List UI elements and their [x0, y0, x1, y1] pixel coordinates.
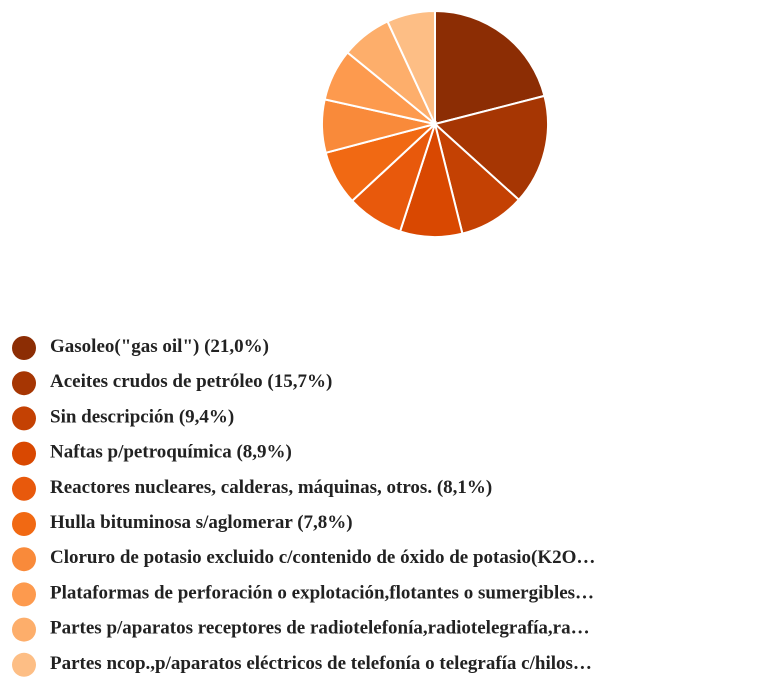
legend-swatch	[12, 441, 36, 466]
legend-value: (7,8%)	[297, 512, 352, 533]
pie-slice	[432, 94, 549, 202]
legend-name: Plataformas de perforación o explotación…	[50, 583, 594, 604]
legend-swatch	[12, 617, 36, 642]
legend-label: Reactores nucleares, calderas, máquinas,…	[50, 477, 492, 498]
legend-swatch	[12, 476, 36, 501]
legend-name: Cloruro de potasio excluido c/contenido …	[50, 548, 595, 569]
legend-name: Aceites crudos de petróleo	[50, 372, 263, 393]
legend-swatch	[12, 582, 36, 607]
legend-label: Aceites crudos de petróleo (15,7%)	[50, 372, 332, 393]
legend-swatch	[12, 652, 36, 677]
legend-label: Partes p/aparatos receptores de radiotel…	[50, 618, 590, 639]
legend-label: Sin descripción (9,4%)	[50, 407, 234, 428]
pie-slice	[434, 9, 546, 126]
legend-name: Reactores nucleares, calderas, máquinas,…	[50, 477, 432, 498]
legend-name: Partes ncop.,p/aparatos eléctricos de te…	[50, 653, 592, 674]
legend-name: Partes p/aparatos receptores de radiotel…	[50, 618, 590, 639]
legend-label: Partes ncop.,p/aparatos eléctricos de te…	[50, 653, 592, 674]
legend-value: (9,4%)	[179, 407, 234, 428]
legend-name: Hulla bituminosa s/aglomerar	[50, 512, 293, 533]
legend-value: (8,9%)	[236, 442, 291, 463]
legend-swatch	[12, 406, 36, 431]
legend-label: Hulla bituminosa s/aglomerar (7,8%)	[50, 512, 353, 533]
legend-value: (8,1%)	[437, 477, 492, 498]
legend-swatch	[12, 547, 36, 572]
legend-value: (21,0%)	[204, 336, 269, 357]
legend-swatch	[12, 371, 36, 396]
legend-label: Plataformas de perforación o explotación…	[50, 583, 594, 604]
legend-name: Naftas p/petroquímica	[50, 442, 232, 463]
legend-value: (15,7%)	[267, 372, 332, 393]
pie-slice	[386, 9, 436, 125]
legend-label: Cloruro de potasio excluido c/contenido …	[50, 548, 595, 569]
legend-name: Gasoleo("gas oil")	[50, 336, 199, 357]
legend-swatch	[12, 336, 36, 360]
legend-label: Gasoleo("gas oil") (21,0%)	[50, 336, 269, 357]
legend-name: Sin descripción	[50, 407, 174, 428]
legend-label: Naftas p/petroquímica (8,9%)	[50, 442, 292, 463]
legend-swatch	[12, 512, 36, 536]
